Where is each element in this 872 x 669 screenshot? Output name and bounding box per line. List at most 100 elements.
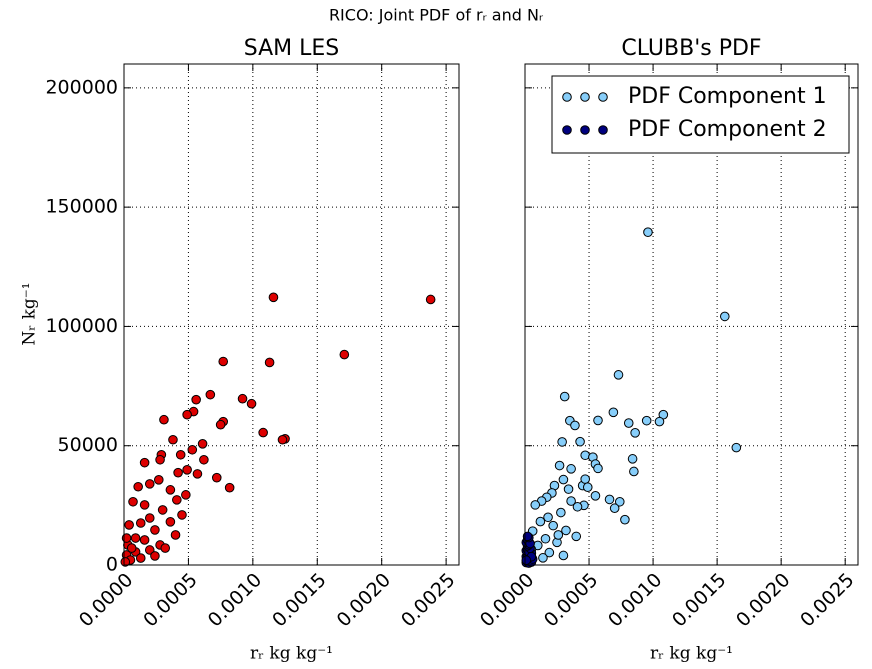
scatter-point <box>182 465 192 475</box>
scatter-point <box>609 503 620 514</box>
scatter-point <box>182 409 192 420</box>
scatter-point <box>258 427 268 438</box>
legend-marker <box>598 92 608 102</box>
scatter-point <box>173 467 183 478</box>
scatter-point <box>582 482 593 493</box>
scatter-point <box>128 496 138 507</box>
scatter-point <box>590 491 601 501</box>
scatter-point <box>620 514 630 525</box>
y-axis-label: Nᵣ kg⁻¹ <box>20 282 40 345</box>
scatter-point <box>150 551 160 561</box>
scatter-point <box>559 391 570 402</box>
legend-marker <box>598 125 608 135</box>
scatter-point <box>150 525 160 535</box>
y-tick-label: 150000 <box>45 196 118 218</box>
legend-marker <box>580 92 590 102</box>
x-axis-label: rᵣ kg kg⁻¹ <box>650 644 733 664</box>
scatter-point <box>530 500 541 510</box>
scatter-point <box>608 407 619 418</box>
scatter-point <box>218 356 229 367</box>
scatter-point <box>264 357 275 368</box>
scatter-point <box>159 414 169 425</box>
scatter-point <box>557 437 567 447</box>
scatter-point <box>155 454 165 465</box>
scatter-point <box>538 553 548 563</box>
legend-marker <box>562 125 572 135</box>
scatter-point <box>580 474 590 484</box>
y-tick-label: 100000 <box>45 315 118 337</box>
scatter-point <box>548 520 558 531</box>
scatter-point <box>133 481 143 492</box>
y-tick-label: 50000 <box>58 434 118 456</box>
scatter-point <box>124 520 134 530</box>
scatter-point <box>558 550 569 561</box>
scatter-point <box>535 516 546 527</box>
scatter-point <box>199 454 209 465</box>
y-tick-label: 200000 <box>45 76 118 98</box>
scatter-point <box>181 490 191 500</box>
scatter-point <box>553 530 564 540</box>
scatter-point <box>139 500 150 510</box>
scatter-point <box>197 439 208 449</box>
scatter-point <box>593 415 603 426</box>
scatter-point <box>614 496 625 507</box>
scatter-point <box>627 454 638 464</box>
scatter-point <box>126 543 137 553</box>
scatter-point <box>187 444 198 455</box>
scatter-point <box>641 415 652 426</box>
scatter-point <box>177 510 187 520</box>
scatter-point <box>544 547 555 558</box>
scatter-point <box>165 517 176 527</box>
scatter-point <box>205 389 216 400</box>
scatter-point <box>160 543 171 553</box>
scatter-point <box>246 398 257 409</box>
scatter-point <box>580 450 590 461</box>
scatter-point <box>237 393 248 404</box>
scatter-point <box>135 518 146 528</box>
scatter-point <box>170 530 181 540</box>
legend-label: PDF Component 2 <box>628 117 827 142</box>
scatter-point <box>139 457 150 468</box>
scatter-point <box>120 557 131 567</box>
scatter-point <box>571 531 582 542</box>
scatter-point <box>540 533 551 544</box>
scatter-point <box>558 474 569 485</box>
scatter-point <box>168 434 178 445</box>
scatter-point <box>572 501 583 512</box>
scatter-point <box>604 494 615 505</box>
scatter-point <box>192 469 203 479</box>
legend-marker <box>580 125 590 135</box>
scatter-point <box>268 292 279 303</box>
scatter-point <box>643 227 653 237</box>
scatter-point <box>593 463 603 474</box>
scatter-point <box>629 466 639 477</box>
legend-label: PDF Component 1 <box>628 84 827 109</box>
axes-frame <box>524 63 859 566</box>
scatter-point <box>731 442 742 453</box>
scatter-point <box>191 394 201 405</box>
scatter-point <box>561 525 571 536</box>
figure-title: RICO: Joint PDF of rᵣ and Nᵣ <box>329 6 544 25</box>
scatter-point <box>277 434 288 445</box>
scatter-point <box>575 436 585 447</box>
scatter-point <box>425 294 436 305</box>
scatter-point <box>566 496 576 506</box>
scatter-point <box>153 475 164 485</box>
axes-title: CLUBB's PDF <box>621 36 761 61</box>
scatter-point <box>720 311 730 322</box>
scatter-point <box>144 545 155 555</box>
scatter-point <box>139 535 150 545</box>
scatter-point <box>144 479 155 489</box>
y-tick-label: 0 <box>106 554 118 576</box>
scatter-point <box>654 416 665 427</box>
scatter-point <box>157 505 168 515</box>
scatter-point <box>613 370 624 380</box>
scatter-point <box>144 513 155 523</box>
scatter-point <box>211 472 222 483</box>
scatter-point <box>521 555 532 566</box>
scatter-point <box>543 512 553 523</box>
x-axis-label: rᵣ kg kg⁻¹ <box>250 644 333 664</box>
axes-title: SAM LES <box>244 36 340 61</box>
scatter-point <box>135 553 146 563</box>
scatter-point <box>570 420 580 431</box>
